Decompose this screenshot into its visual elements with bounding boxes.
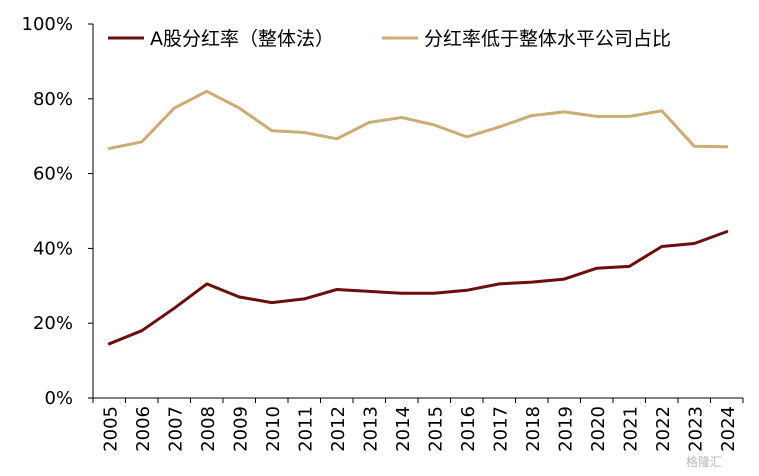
y-tick-label: 20% [33,313,73,334]
x-tick-label: 2005 [100,406,121,452]
series-line-2 [107,89,729,150]
y-tick-label: 100% [22,14,73,35]
x-tick-label: 2019 [555,406,576,452]
legend-label-1: A股分红率（整体法） [150,28,334,50]
x-tick-label: 2014 [393,406,414,452]
y-tick-label: 60% [33,164,73,185]
x-tick-label: 2021 [620,406,641,452]
series-line-1 [107,230,729,346]
x-tick-label: 2011 [295,406,316,452]
chart-axes [92,24,743,399]
legend: A股分红率（整体法） 分红率低于整体水平公司占比 [108,28,671,50]
x-tick-label: 2022 [653,406,674,452]
x-tick-label: 2015 [425,406,446,452]
x-tick-label: 2009 [230,406,251,452]
x-tick-label: 2024 [718,406,739,452]
watermark-text: 格隆汇 [686,454,722,469]
x-tick-label: 2006 [133,406,154,452]
x-tick-label: 2018 [523,406,544,452]
x-tick-label: 2007 [165,406,186,452]
y-tick-label: 0% [44,388,73,409]
y-tick-label: 40% [33,238,73,259]
x-tick-label: 2023 [685,406,706,452]
legend-label-2: 分红率低于整体水平公司占比 [424,28,671,50]
x-tick-label: 2008 [198,406,219,452]
y-axis-ticks: 0% 20% 40% 60% 80% 100% [22,14,93,409]
y-tick-label: 80% [33,89,73,110]
x-tick-label: 2017 [490,406,511,452]
x-tick-label: 2010 [263,406,284,452]
x-tick-label: 2016 [458,406,479,452]
x-tick-label: 2012 [328,406,349,452]
x-tick-label: 2013 [360,406,381,452]
series-lines [107,89,729,346]
x-axis-ticks: 2005 2006 2007 2008 2009 2010 2011 2012 2013 2014… [92,398,744,452]
x-tick-label: 2020 [588,406,609,452]
